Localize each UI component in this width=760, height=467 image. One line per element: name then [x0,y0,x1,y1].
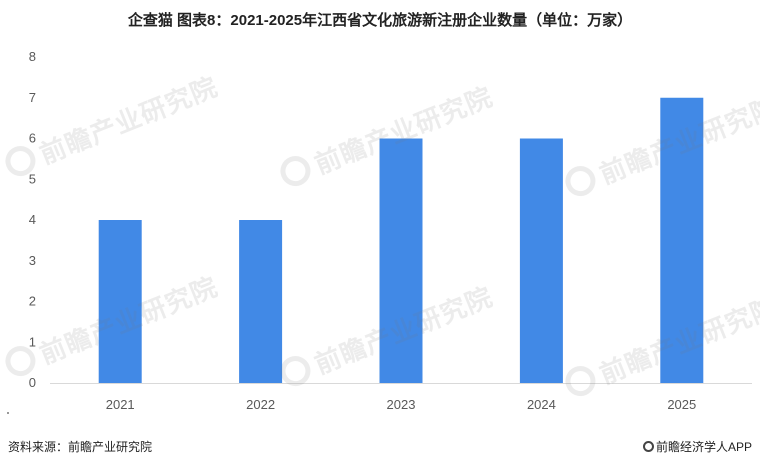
bar-2023 [379,138,423,383]
bar-2021 [98,220,142,383]
x-axis-ticks: 2021 2022 2023 2024 2025 [106,397,697,412]
brand-note: 前瞻经济学人APP [642,438,752,455]
y-tick-label: 5 [29,171,36,186]
bar-2022 [239,220,283,383]
decorative-dot [7,412,9,414]
x-tick-label: 2024 [527,397,556,412]
source-note: 资料来源：前瞻产业研究院 [8,440,153,454]
x-tick-label: 2022 [246,397,275,412]
bar-2025 [660,97,704,383]
x-tick-label: 2023 [387,397,416,412]
chart-title: 企查猫 图表8：2021-2025年江西省文化旅游新注册企业数量（单位：万家） [127,12,633,29]
y-axis-ticks: 0 1 2 3 4 5 6 7 8 [29,49,36,390]
bars [98,97,704,383]
y-tick-label: 1 [29,334,36,349]
y-tick-label: 0 [29,375,36,390]
y-tick-label: 3 [29,253,36,268]
x-tick-label: 2021 [106,397,135,412]
y-tick-label: 7 [29,90,36,105]
x-tick-label: 2025 [667,397,696,412]
brand-logo-icon [642,441,654,452]
y-tick-label: 2 [29,294,36,309]
y-tick-label: 4 [29,212,36,227]
brand-text: 前瞻经济学人APP [655,440,752,454]
y-tick-label: 6 [29,131,36,146]
bar-2024 [519,138,563,383]
y-tick-label: 8 [29,49,36,64]
